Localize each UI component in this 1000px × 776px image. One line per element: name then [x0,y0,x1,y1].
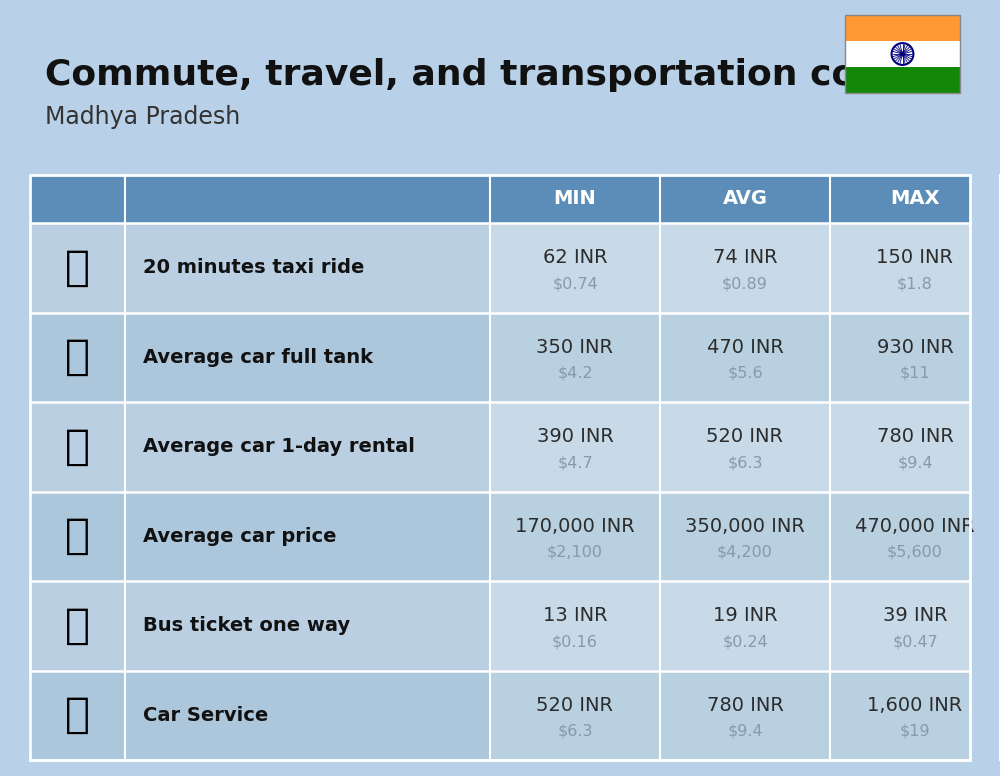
Text: Bus ticket one way: Bus ticket one way [143,616,350,636]
Bar [845,15,960,41]
Text: AVG: AVG [722,189,768,209]
Text: 170,000 INR: 170,000 INR [515,517,635,535]
Text: 350 INR: 350 INR [536,338,614,357]
Text: 74 INR: 74 INR [713,248,777,267]
Text: $4.2: $4.2 [557,365,593,381]
Bar [30,402,490,491]
Text: 780 INR: 780 INR [877,428,953,446]
Text: $4,200: $4,200 [717,545,773,559]
Text: 930 INR: 930 INR [877,338,953,357]
Bar [30,223,490,313]
Text: Average car 1-day rental: Average car 1-day rental [143,437,415,456]
Text: MIN: MIN [554,189,596,209]
Text: $2,100: $2,100 [547,545,603,559]
Bar [845,67,960,93]
Text: $6.3: $6.3 [557,724,593,739]
Text: 19 INR: 19 INR [713,606,777,625]
Bar [30,402,970,491]
Text: 🚌: 🚌 [65,605,90,646]
Text: Commute, travel, and transportation costs: Commute, travel, and transportation cost… [45,58,917,92]
Bar [30,175,970,760]
Bar [30,223,970,313]
Text: Madhya Pradesh: Madhya Pradesh [45,105,240,129]
Text: $4.7: $4.7 [557,456,593,470]
Bar [30,581,490,670]
Text: $1.8: $1.8 [897,276,933,291]
Text: 🚖: 🚖 [65,247,90,289]
Bar [845,15,960,93]
Text: $19: $19 [900,724,930,739]
Text: $9.4: $9.4 [727,724,763,739]
Text: 470,000 INR: 470,000 INR [855,517,975,535]
Text: MAX: MAX [890,189,940,209]
Text: 20 minutes taxi ride: 20 minutes taxi ride [143,258,364,277]
Text: 1,600 INR: 1,600 INR [867,696,963,715]
Text: $0.89: $0.89 [722,276,768,291]
Text: Average car full tank: Average car full tank [143,348,373,367]
Text: $9.4: $9.4 [897,456,933,470]
Text: Car Service: Car Service [143,705,268,725]
Text: 150 INR: 150 INR [876,248,954,267]
Bar [30,175,970,223]
Text: 39 INR: 39 INR [883,606,947,625]
Bar [30,491,490,581]
Bar [30,175,970,760]
Text: $0.24: $0.24 [722,634,768,650]
Text: 🚗: 🚗 [65,695,90,736]
Text: ⛽: ⛽ [65,336,90,378]
Bar [30,670,490,760]
Text: 520 INR: 520 INR [706,428,784,446]
Text: $5.6: $5.6 [727,365,763,381]
Circle shape [901,52,904,56]
Text: $5,600: $5,600 [887,545,943,559]
Text: 🚗: 🚗 [65,515,90,557]
Text: 780 INR: 780 INR [707,696,783,715]
Bar [30,670,970,760]
Bar [845,41,960,67]
Text: Average car price: Average car price [143,527,336,546]
Bar [30,313,970,402]
Text: $0.47: $0.47 [892,634,938,650]
Text: 350,000 INR: 350,000 INR [685,517,805,535]
Text: 13 INR: 13 INR [543,606,607,625]
Text: 470 INR: 470 INR [707,338,783,357]
Bar [30,313,490,402]
Text: 62 INR: 62 INR [543,248,607,267]
Text: $11: $11 [900,365,930,381]
Text: $0.74: $0.74 [552,276,598,291]
Bar [30,581,970,670]
Text: 🚙: 🚙 [65,426,90,468]
Text: $0.16: $0.16 [552,634,598,650]
Text: 520 INR: 520 INR [536,696,614,715]
Text: $6.3: $6.3 [727,456,763,470]
Text: 390 INR: 390 INR [537,428,613,446]
Bar [30,491,970,581]
